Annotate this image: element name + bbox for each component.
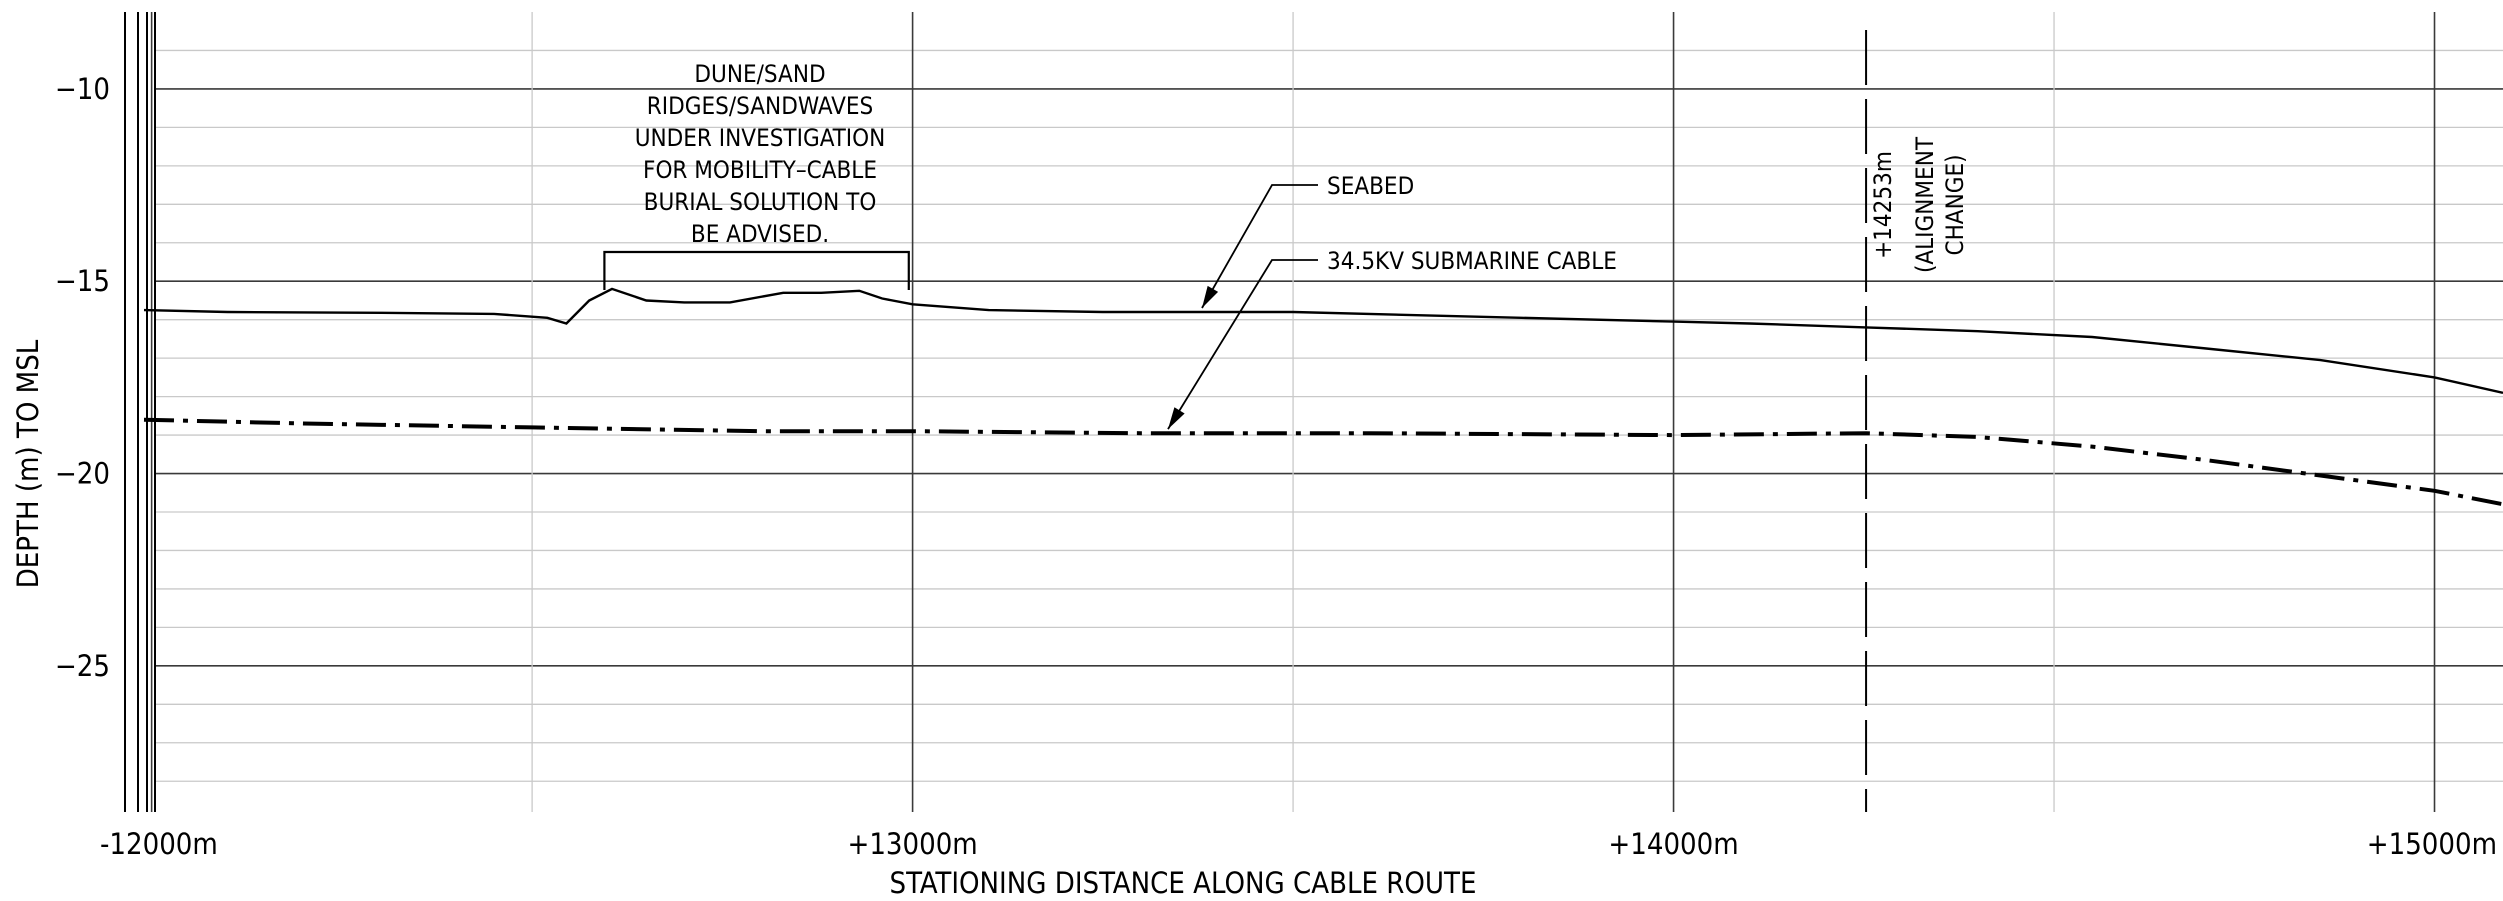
cable-leader-arrowhead xyxy=(1168,407,1185,430)
seabed-label: SEABED xyxy=(1327,172,1414,200)
dune-note-line: DUNE/SAND xyxy=(694,60,825,88)
seabed-line xyxy=(143,287,2503,394)
cable-leader xyxy=(1167,259,1318,430)
dune-note-line: BE ADVISED. xyxy=(691,220,829,248)
alignment-station-label: +14253m xyxy=(1869,151,1897,259)
x-tick-label: +13000m xyxy=(847,827,977,861)
y-tick-label: −15 xyxy=(55,264,110,298)
annotations: +14253m (ALIGNMENT CHANGE) DUNE/SAND RIDGES/… xyxy=(603,30,1969,812)
dune-note-line: BURIAL SOLUTION TO xyxy=(644,188,877,216)
y-tick-label: −10 xyxy=(55,72,110,106)
plot-frame xyxy=(124,12,156,812)
x-tick-label: +15000m xyxy=(2367,827,2497,861)
y-axis-title: DEPTH (m) TO MSL xyxy=(11,339,45,588)
dune-note-line: FOR MOBILITY–CABLE xyxy=(643,156,877,184)
seabed-leader xyxy=(1201,184,1318,309)
dune-bracket xyxy=(603,250,910,290)
alignment-note-line: CHANGE) xyxy=(1941,154,1969,255)
x-tick-label: +14000m xyxy=(1608,827,1738,861)
grid xyxy=(150,12,2503,812)
cable-line xyxy=(143,417,2503,507)
tick-labels: −10 −15 −20 −25 -12000m +13000m +14000m +15000m xyxy=(55,72,2497,861)
x-tick-label: -12000m xyxy=(100,827,218,861)
y-tick-label: −25 xyxy=(55,649,110,683)
alignment-note-line: (ALIGNMENT xyxy=(1911,136,1939,273)
y-tick-label: −20 xyxy=(55,457,110,491)
dune-note-line: RIDGES/SANDWAVES xyxy=(647,92,873,120)
x-axis-title: STATIONING DISTANCE ALONG CABLE ROUTE xyxy=(890,866,1477,900)
seabed-leader-arrowhead xyxy=(1202,285,1219,308)
series xyxy=(143,287,2503,507)
dune-note-line: UNDER INVESTIGATION xyxy=(635,124,886,152)
cable-label: 34.5KV SUBMARINE CABLE xyxy=(1327,247,1617,275)
